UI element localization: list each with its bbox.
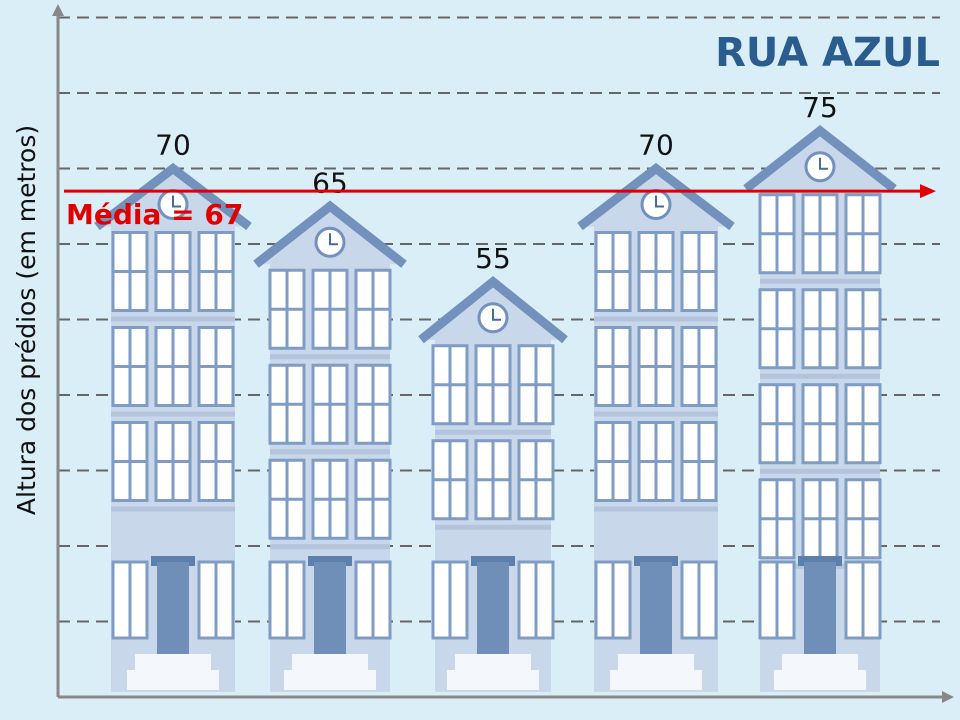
roof <box>94 162 252 231</box>
ledge <box>760 373 880 379</box>
value-label: 70 <box>638 129 674 162</box>
clock-hands <box>655 195 664 208</box>
ledge <box>760 278 880 284</box>
clock-hands <box>492 308 501 321</box>
step <box>135 654 211 670</box>
clock-hands <box>329 233 338 246</box>
roof <box>418 275 568 344</box>
ledge <box>435 429 551 435</box>
value-label: 55 <box>475 242 511 275</box>
step <box>618 654 694 670</box>
mean-arrow <box>920 184 936 199</box>
ledge <box>270 544 390 550</box>
door-frame <box>634 556 678 566</box>
step <box>447 670 539 690</box>
step <box>455 654 531 670</box>
step <box>774 670 866 690</box>
door <box>157 562 189 657</box>
ledge <box>111 411 235 417</box>
ledge <box>270 354 390 360</box>
ledge <box>111 316 235 322</box>
door-frame <box>471 556 515 566</box>
door-frame <box>308 556 352 566</box>
door <box>640 562 672 657</box>
door <box>477 562 509 657</box>
step <box>284 670 376 690</box>
ledge <box>594 316 718 322</box>
ledge <box>270 449 390 455</box>
ledge <box>594 411 718 417</box>
clock-hands <box>819 157 828 170</box>
door-frame <box>151 556 195 566</box>
clock-hands <box>172 195 181 208</box>
mean-label: Média = 67 <box>66 198 243 231</box>
door <box>314 562 346 657</box>
value-label: 70 <box>155 129 191 162</box>
door <box>804 562 836 657</box>
x-axis-arrow <box>942 691 954 703</box>
roof <box>743 125 897 193</box>
y-axis-arrow <box>52 4 64 16</box>
step <box>127 670 219 690</box>
y-axis-label: Altura dos prédios (em metros) <box>12 125 41 515</box>
ledge <box>760 468 880 474</box>
step <box>782 654 858 670</box>
ledge <box>435 524 551 530</box>
roof <box>253 200 407 268</box>
chart-title: RUA AZUL <box>715 30 940 76</box>
ledge <box>594 506 718 512</box>
value-label: 75 <box>802 91 838 124</box>
value-label: 65 <box>312 166 348 199</box>
step <box>610 670 702 690</box>
ledge <box>111 506 235 512</box>
step <box>292 654 368 670</box>
roof <box>577 162 735 231</box>
door-frame <box>798 556 842 566</box>
